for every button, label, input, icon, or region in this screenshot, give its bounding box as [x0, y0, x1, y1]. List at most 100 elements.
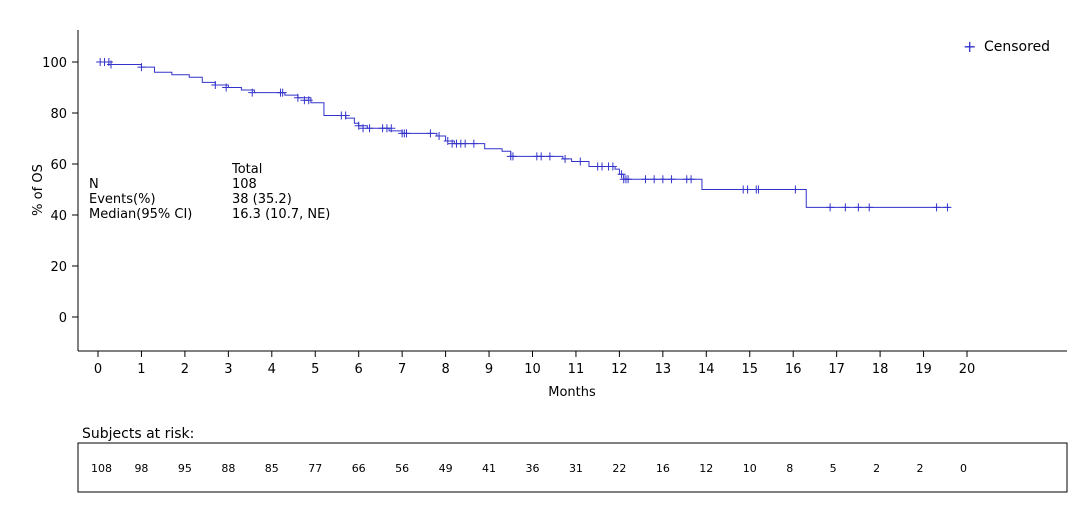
risk-value: 12 [699, 462, 713, 475]
x-tick-label: 6 [355, 362, 363, 377]
risk-value: 95 [178, 462, 192, 475]
censor-mark [278, 88, 287, 97]
y-tick-label: 60 [50, 158, 67, 173]
x-tick-label: 1 [137, 362, 145, 377]
censor-mark [354, 121, 363, 130]
censor-mark [608, 162, 617, 171]
risk-value: 0 [960, 462, 967, 475]
censor-mark [650, 175, 659, 184]
censor-mark [341, 111, 350, 120]
x-axis-title: Months [548, 385, 596, 400]
x-tick-label: 5 [311, 362, 319, 377]
y-tick-label: 0 [59, 311, 67, 326]
legend-label: Censored [984, 39, 1050, 55]
censor-mark [443, 137, 452, 146]
censor-mark [137, 63, 146, 72]
x-tick-label: 17 [828, 362, 845, 377]
censor-mark [854, 203, 863, 212]
censor-mark [402, 129, 411, 138]
censor-mark [687, 175, 696, 184]
stats-value-n: 108 [232, 177, 257, 192]
risk-value: 41 [482, 462, 496, 475]
stats-label-events: Events(%) [89, 192, 156, 207]
risk-value: 10 [743, 462, 757, 475]
risk-value: 16 [656, 462, 670, 475]
y-tick-label: 40 [50, 209, 67, 224]
legend-symbol: + [963, 37, 976, 56]
x-tick-label: 15 [741, 362, 758, 377]
x-tick-label: 10 [524, 362, 541, 377]
risk-value: 85 [265, 462, 279, 475]
risk-table-title: Subjects at risk: [82, 426, 194, 442]
risk-value: 2 [873, 462, 880, 475]
risk-value: 108 [91, 462, 112, 475]
risk-value: 22 [612, 462, 626, 475]
risk-value: 49 [439, 462, 453, 475]
x-tick-label: 2 [181, 362, 189, 377]
x-tick-label: 16 [785, 362, 802, 377]
censor-mark [537, 152, 546, 161]
y-tick-label: 100 [42, 56, 67, 71]
y-tick-label: 20 [50, 260, 67, 275]
risk-value: 5 [830, 462, 837, 475]
x-tick-label: 7 [398, 362, 406, 377]
censor-mark [365, 124, 374, 133]
x-tick-label: 18 [872, 362, 889, 377]
risk-value: 98 [134, 462, 148, 475]
censor-mark [107, 60, 116, 69]
censor-mark [617, 170, 626, 179]
censor-mark [435, 131, 444, 140]
censor-mark [387, 124, 396, 133]
stats-value-median: 16.3 (10.7, NE) [232, 207, 330, 222]
censor-mark [667, 175, 676, 184]
censor-mark [426, 129, 435, 138]
x-tick-label: 19 [915, 362, 932, 377]
x-tick-label: 12 [611, 362, 628, 377]
censor-mark [248, 88, 257, 97]
censor-mark [469, 139, 478, 148]
censor-marks [96, 58, 952, 212]
censor-mark [932, 203, 941, 212]
risk-value: 66 [352, 462, 366, 475]
stats-header: Total [231, 162, 262, 177]
censor-mark [743, 185, 752, 194]
x-tick-label: 14 [698, 362, 715, 377]
censor-mark [508, 152, 517, 161]
risk-value: 77 [308, 462, 322, 475]
censor-mark [211, 80, 220, 89]
risk-value: 56 [395, 462, 409, 475]
x-axis-ticks: 0 1 2 3 4 5 6 7 8 9 10 11 12 13 14 15 16 17 18 19 20 [94, 351, 975, 377]
censor-mark [841, 203, 850, 212]
censor-mark [865, 203, 874, 212]
x-tick-label: 8 [441, 362, 449, 377]
censor-mark [576, 157, 585, 166]
x-tick-label: 11 [568, 362, 585, 377]
x-tick-label: 13 [655, 362, 672, 377]
x-tick-label: 0 [94, 362, 102, 377]
risk-value: 88 [221, 462, 235, 475]
censor-mark [304, 96, 313, 105]
stats-label-n: N [89, 177, 99, 192]
censor-mark [658, 175, 667, 184]
y-tick-label: 80 [50, 107, 67, 122]
censor-mark [791, 185, 800, 194]
censor-mark [624, 175, 633, 184]
risk-table-box [77, 442, 1068, 493]
censor-mark [293, 93, 302, 102]
censor-mark [754, 185, 763, 194]
stats-block: Total N 108 Events(%) 38 (35.2) Median(9… [89, 162, 330, 222]
x-tick-label: 9 [485, 362, 493, 377]
censor-mark [545, 152, 554, 161]
legend: + Censored [963, 37, 1050, 56]
y-axis-title: % of OS [31, 164, 46, 216]
censor-mark [561, 154, 570, 163]
y-axis-ticks: 0 20 40 60 80 100 [42, 56, 78, 326]
censor-mark [943, 203, 952, 212]
stats-label-median: Median(95% CI) [89, 207, 192, 222]
stats-value-events: 38 (35.2) [232, 192, 292, 207]
risk-value: 31 [569, 462, 583, 475]
risk-value: 36 [526, 462, 540, 475]
x-tick-label: 3 [224, 362, 232, 377]
risk-table-values: 108 98 95 88 85 77 66 56 49 41 36 31 22 16 12 10 8 5 2 2 0 [91, 462, 967, 475]
